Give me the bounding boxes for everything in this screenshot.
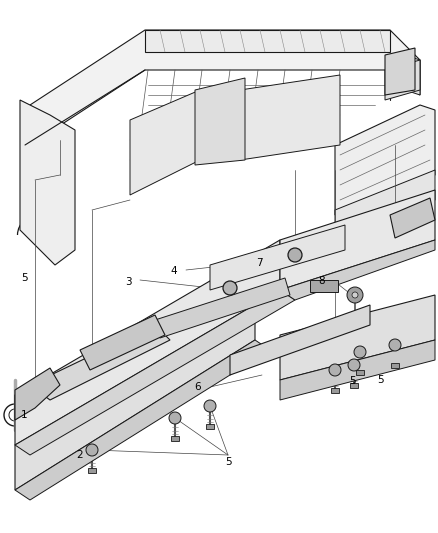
Text: 1: 1 [21, 410, 27, 420]
Polygon shape [210, 225, 345, 290]
Circle shape [352, 292, 358, 298]
Polygon shape [280, 190, 435, 290]
Text: 5: 5 [349, 376, 355, 386]
Polygon shape [30, 325, 170, 400]
Polygon shape [130, 90, 200, 195]
Circle shape [348, 359, 360, 371]
Polygon shape [230, 305, 370, 375]
Text: 7: 7 [256, 258, 262, 268]
Polygon shape [15, 290, 295, 455]
Polygon shape [206, 424, 214, 429]
Text: 5: 5 [21, 273, 27, 283]
Polygon shape [171, 436, 179, 441]
Text: 2: 2 [77, 450, 83, 460]
Bar [310, 280, 338, 292]
Polygon shape [280, 295, 435, 380]
Circle shape [354, 346, 366, 358]
Polygon shape [155, 278, 290, 338]
Polygon shape [80, 315, 165, 370]
Circle shape [329, 364, 341, 376]
Polygon shape [15, 295, 255, 490]
Text: 3: 3 [125, 277, 131, 287]
Polygon shape [15, 368, 60, 420]
Circle shape [389, 339, 401, 351]
Circle shape [288, 248, 302, 262]
Text: 6: 6 [194, 382, 201, 392]
Polygon shape [88, 468, 96, 473]
Polygon shape [280, 340, 435, 400]
Polygon shape [20, 100, 75, 265]
Polygon shape [350, 383, 358, 388]
Polygon shape [385, 48, 415, 95]
Text: 5: 5 [225, 457, 231, 467]
Polygon shape [15, 240, 280, 445]
Circle shape [86, 444, 98, 456]
Circle shape [169, 412, 181, 424]
Circle shape [347, 287, 363, 303]
Polygon shape [30, 105, 60, 235]
Circle shape [204, 400, 216, 412]
Text: 4: 4 [171, 266, 177, 276]
Polygon shape [240, 75, 340, 160]
Polygon shape [331, 388, 339, 393]
Text: 5: 5 [377, 375, 383, 385]
Polygon shape [195, 78, 245, 165]
Polygon shape [405, 55, 420, 95]
Polygon shape [30, 30, 420, 145]
Polygon shape [145, 30, 390, 52]
Polygon shape [385, 60, 420, 100]
Circle shape [223, 281, 237, 295]
Polygon shape [15, 340, 270, 500]
Polygon shape [390, 198, 435, 238]
Polygon shape [356, 370, 364, 375]
Polygon shape [280, 240, 435, 300]
Polygon shape [335, 170, 435, 245]
Polygon shape [335, 105, 435, 215]
Polygon shape [391, 363, 399, 368]
Text: 8: 8 [319, 276, 325, 286]
